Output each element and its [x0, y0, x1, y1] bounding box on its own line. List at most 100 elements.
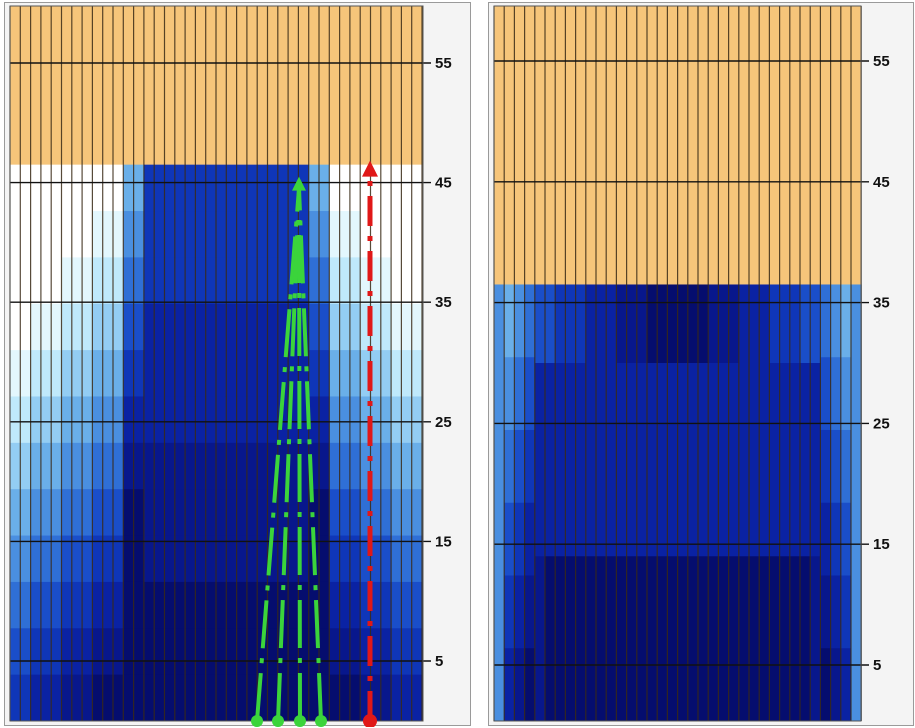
field-cell [349, 628, 361, 676]
field-cell [174, 535, 186, 583]
field-cell [288, 674, 299, 722]
field-cell [677, 363, 689, 557]
plot-frame [493, 5, 862, 722]
field-cell [401, 396, 413, 444]
field-cell [92, 535, 104, 583]
field-cell [40, 164, 52, 212]
field-cell [113, 674, 124, 722]
field-cell [236, 628, 248, 676]
field-cell [267, 164, 279, 212]
field-cell [267, 535, 279, 583]
field-cell [267, 350, 279, 397]
field-cell [20, 211, 32, 258]
field-cell [133, 628, 145, 676]
field-cell [329, 396, 341, 444]
field-cell [411, 164, 423, 212]
field-cell [164, 535, 176, 583]
field-cell [123, 535, 135, 583]
field-cell [596, 284, 607, 364]
field-cell [71, 674, 83, 722]
field-cell [411, 303, 423, 351]
field-cell [92, 350, 104, 397]
field-cell [411, 535, 423, 583]
field-cell [195, 535, 207, 583]
field-cell [205, 535, 217, 583]
field-cell [102, 350, 114, 397]
field-cell [133, 257, 145, 305]
field-cell [514, 429, 526, 504]
field-cell [360, 396, 371, 444]
field-cell [370, 257, 382, 305]
field-cell [51, 489, 62, 537]
field-cell [677, 556, 689, 721]
field-cell [154, 581, 165, 629]
field-cell [575, 556, 587, 721]
field-cell [288, 442, 299, 490]
field-cell [616, 363, 628, 557]
field-cell [380, 535, 392, 583]
field-cell [71, 628, 83, 676]
field-cell [370, 350, 382, 397]
field-cell [133, 535, 145, 583]
field-cell [360, 350, 371, 397]
field-cell [329, 442, 341, 490]
field-cell [10, 628, 21, 676]
field-cell [616, 284, 628, 364]
field-cell [339, 535, 351, 583]
green-path-line [297, 188, 302, 722]
field-cell [339, 581, 351, 629]
field-cell [174, 303, 186, 351]
field-cell [524, 357, 536, 431]
field-cell [851, 284, 862, 721]
field-cell [789, 363, 801, 557]
field-cell [102, 257, 114, 305]
field-cell [708, 363, 719, 557]
field-cell [82, 350, 93, 397]
field-cell [257, 303, 268, 351]
field-cell [185, 303, 196, 351]
field-cell [226, 628, 238, 676]
field-cell [205, 581, 217, 629]
left-plot-canvas: 55 45 35 25 15 5 [9, 5, 452, 727]
field-cell [61, 535, 73, 583]
field-cell [40, 303, 52, 351]
field-cell [504, 357, 515, 431]
field-cell [133, 303, 145, 351]
field-cell [10, 303, 21, 351]
field-cell [164, 211, 176, 258]
field-cell [616, 556, 628, 721]
field-cell [391, 350, 402, 397]
field-cell [30, 303, 42, 351]
field-cell [92, 211, 104, 258]
field-cell [92, 303, 104, 351]
field-cell [380, 303, 392, 351]
field-cell [246, 535, 258, 583]
field-cell [319, 535, 330, 583]
field-cell [360, 303, 371, 351]
field-cell [216, 674, 227, 722]
field-cell [308, 396, 320, 444]
field-cell [267, 442, 279, 490]
field-cell [236, 257, 248, 305]
field-cell [174, 350, 186, 397]
field-cell [71, 350, 83, 397]
right-plot-panel: 55 45 35 25 15 5 [488, 2, 914, 726]
field-cell [257, 628, 268, 676]
field-cell [185, 535, 196, 583]
field-cell [195, 489, 207, 537]
green-path-line [297, 188, 323, 722]
field-cell [51, 350, 62, 397]
field-cell [174, 211, 186, 258]
field-cell [143, 350, 155, 397]
field-cell [380, 211, 392, 258]
field-cell [51, 581, 62, 629]
field-cell [216, 350, 227, 397]
green-path-line [255, 188, 301, 722]
field-cell [246, 257, 258, 305]
field-cell [339, 489, 351, 537]
field-cell [411, 628, 423, 676]
field-cell [769, 284, 781, 364]
field-cell [555, 284, 566, 364]
y-tick-label: 45 [435, 175, 452, 192]
field-cell [555, 556, 566, 721]
